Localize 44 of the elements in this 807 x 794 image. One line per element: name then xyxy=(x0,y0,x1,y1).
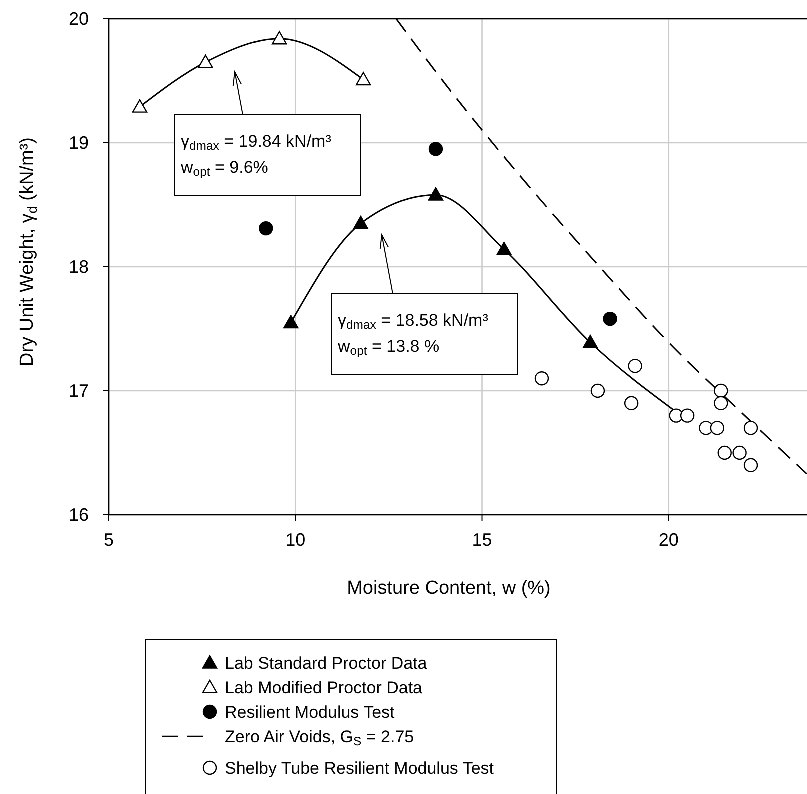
annotation: γ$_{dmax}$ = 19.84 kN/m³ xyxy=(181,132,332,153)
point xyxy=(353,216,369,230)
point xyxy=(582,335,598,348)
point xyxy=(624,396,639,410)
annotation: γ$_{dmax}$ = 18.58 kN/m³ xyxy=(338,311,489,332)
x-tick-label: 15 xyxy=(472,530,492,550)
point xyxy=(744,421,758,436)
point xyxy=(628,359,642,374)
y-tick-label: 20 xyxy=(68,9,89,29)
point xyxy=(710,421,725,436)
point xyxy=(718,446,732,460)
point xyxy=(198,54,214,68)
point xyxy=(699,421,714,436)
x-axis-title: Moisture Content, w (%) xyxy=(347,578,551,599)
point xyxy=(132,99,148,113)
point xyxy=(590,384,606,398)
y-tick-label: 16 xyxy=(68,505,89,525)
y-tick-label: 17 xyxy=(68,381,89,401)
point xyxy=(496,242,512,256)
x-tick-label: 20 xyxy=(658,530,679,550)
y-tick-label: 18 xyxy=(68,257,89,277)
point xyxy=(714,396,728,410)
x-tick-label: 10 xyxy=(286,530,306,550)
legend-label: Resilient Modulus Test xyxy=(225,703,396,722)
point xyxy=(714,384,728,398)
point xyxy=(284,315,299,329)
point xyxy=(259,221,274,236)
annotation: w$_{opt}$ = 13.8 % xyxy=(337,337,440,358)
point xyxy=(356,72,372,86)
legend-label: Zero Air Voids, G$_{S}$ = 2.75 xyxy=(225,728,414,748)
legend-label: Lab Standard Proctor Data xyxy=(225,654,428,673)
point xyxy=(603,312,618,326)
point xyxy=(428,142,444,156)
point xyxy=(732,446,747,460)
point xyxy=(428,187,444,201)
point xyxy=(534,372,550,386)
annotation: w$_{opt}$ = 9.6% xyxy=(180,158,268,179)
x-tick-label: 5 xyxy=(104,530,114,550)
point xyxy=(272,31,288,45)
legend-label: Shelby Tube Resilient Modulus Test xyxy=(225,759,494,778)
legend-label: Lab Modified Proctor Data xyxy=(225,678,424,698)
point xyxy=(744,458,758,472)
point xyxy=(680,408,695,423)
y-tick-label: 19 xyxy=(68,133,89,153)
